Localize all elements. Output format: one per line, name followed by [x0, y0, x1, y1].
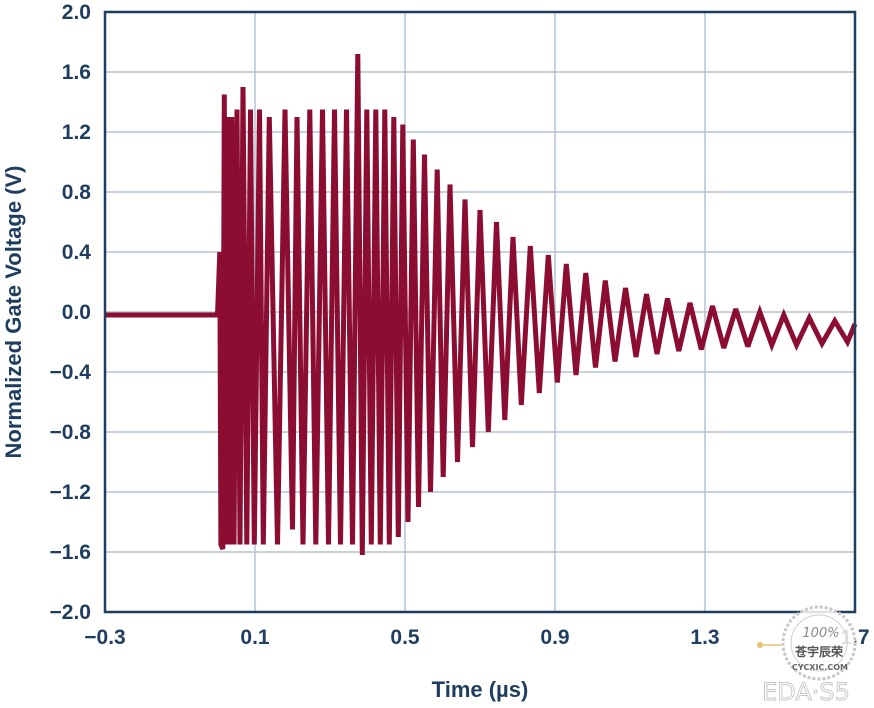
badge-name: 苍宇辰荣: [794, 644, 844, 659]
x-tick-labels: −0.30.10.50.91.31.7: [84, 626, 869, 649]
badge-inner-ring: [790, 614, 848, 672]
badge-domain: CYCXIC.COM: [792, 663, 848, 672]
x-tick-label: 0.9: [540, 626, 569, 649]
series-layer: [105, 53, 858, 556]
y-tick-label: −2.0: [50, 601, 91, 624]
y-tick-label: 0.4: [62, 241, 92, 264]
y-tick-labels: −2.0 −1.6 −1.2 −0.8 −0.4 0.0 0.4 0.8 1.2 1.6 2.0: [50, 1, 92, 624]
y-tick-label: 2.0: [62, 1, 91, 24]
badge-percent: 100%: [802, 626, 839, 641]
y-tick-label: 0.0: [62, 301, 91, 324]
y-tick-label: 1.2: [62, 121, 91, 144]
y-tick-label: −0.4: [50, 361, 92, 384]
y-tick-label: 0.8: [62, 181, 92, 204]
y-tick-label: −0.8: [50, 421, 92, 444]
x-tick-label: −0.3: [84, 626, 125, 649]
x-tick-label: 0.5: [390, 626, 420, 649]
plot-frame: [103, 10, 857, 614]
y-tick-label: 1.6: [62, 61, 91, 84]
y-axis-label: Normalized Gate Voltage (V): [1, 166, 26, 459]
y-tick-label: −1.2: [50, 481, 91, 504]
watermark-badge: 100% 苍宇辰荣 CYCXIC.COM EDA·S5: [757, 605, 857, 707]
badge-dot: [757, 642, 763, 648]
badge-ring: [781, 605, 857, 681]
series-line-0: [105, 53, 858, 556]
x-axis-label: Time (µs): [432, 677, 529, 702]
watermark-brand: EDA·S5: [762, 678, 850, 706]
x-tick-label: 1.3: [690, 626, 719, 649]
y-tick-label: −1.6: [50, 541, 91, 564]
x-tick-label: 0.1: [240, 626, 270, 649]
